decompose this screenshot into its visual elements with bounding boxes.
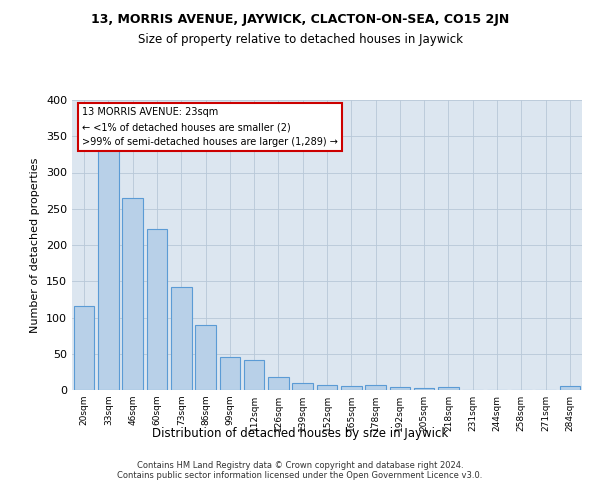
Bar bbox=[292, 384, 313, 390]
Bar bbox=[122, 198, 143, 390]
Bar bbox=[414, 388, 434, 390]
Bar bbox=[365, 385, 386, 390]
Text: 13 MORRIS AVENUE: 23sqm
← <1% of detached houses are smaller (2)
>99% of semi-de: 13 MORRIS AVENUE: 23sqm ← <1% of detache… bbox=[82, 108, 338, 147]
Bar bbox=[146, 229, 167, 390]
Bar bbox=[244, 360, 265, 390]
Bar bbox=[220, 358, 240, 390]
Text: Size of property relative to detached houses in Jaywick: Size of property relative to detached ho… bbox=[137, 32, 463, 46]
Bar bbox=[560, 386, 580, 390]
Text: Distribution of detached houses by size in Jaywick: Distribution of detached houses by size … bbox=[152, 428, 448, 440]
Bar bbox=[317, 385, 337, 390]
Bar bbox=[268, 377, 289, 390]
Bar bbox=[195, 326, 216, 390]
Bar bbox=[171, 287, 191, 390]
Text: Contains HM Land Registry data © Crown copyright and database right 2024.
Contai: Contains HM Land Registry data © Crown c… bbox=[118, 460, 482, 480]
Bar bbox=[438, 387, 459, 390]
Bar bbox=[389, 387, 410, 390]
Bar bbox=[74, 306, 94, 390]
Y-axis label: Number of detached properties: Number of detached properties bbox=[31, 158, 40, 332]
Bar bbox=[341, 386, 362, 390]
Bar bbox=[98, 150, 119, 390]
Text: 13, MORRIS AVENUE, JAYWICK, CLACTON-ON-SEA, CO15 2JN: 13, MORRIS AVENUE, JAYWICK, CLACTON-ON-S… bbox=[91, 12, 509, 26]
